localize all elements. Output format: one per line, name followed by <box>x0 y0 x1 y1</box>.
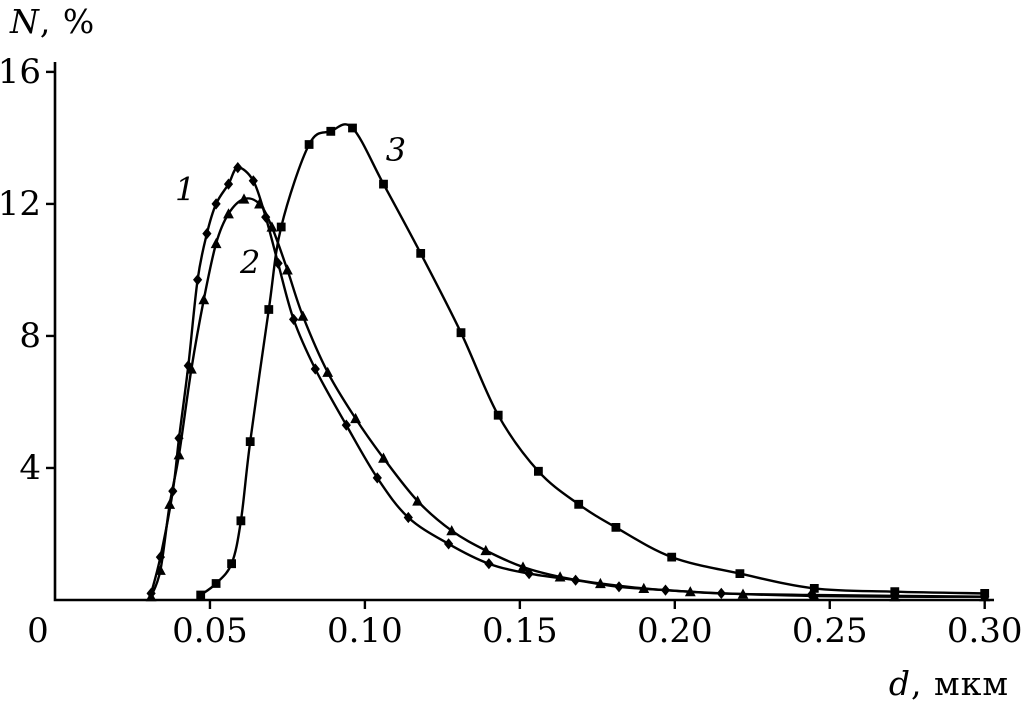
x-tick-label: 0.30 <box>947 611 1023 651</box>
y-tick-label: 4 <box>19 448 41 488</box>
x-tick-label: 0 <box>27 611 49 651</box>
series-2-line <box>149 197 985 598</box>
series-label-2: 2 <box>239 243 260 281</box>
x-tick-label: 0.20 <box>637 611 713 651</box>
series-3: 3 <box>196 123 990 600</box>
x-tick-label: 0.15 <box>482 611 558 651</box>
y-axis-title-unit: , % <box>39 2 96 41</box>
x-axis-title-unit: , мкм <box>911 664 1009 703</box>
x-axis-title: d, мкм <box>889 664 1009 703</box>
x-axis-title-symbol: d <box>888 664 912 703</box>
series-3-line <box>199 123 985 596</box>
series-1-line <box>149 166 985 598</box>
x-tick-label: 0.05 <box>172 611 248 651</box>
x-axis: 0 0.05 0.10 0.15 0.20 0.25 0.30 <box>27 600 1023 651</box>
series-label-1: 1 <box>175 171 195 209</box>
y-tick-label: 8 <box>19 316 41 356</box>
y-tick-label: 16 <box>0 52 41 92</box>
series-label-3: 3 <box>386 131 406 169</box>
y-axis: 4 8 12 16 <box>0 52 55 488</box>
y-axis-title-symbol: N <box>10 2 40 41</box>
series-2: 2 <box>145 193 991 602</box>
x-tick-label: 0.10 <box>327 611 403 651</box>
series-3-markers-square <box>196 123 990 600</box>
y-axis-title: N, % <box>10 2 95 41</box>
y-tick-label: 12 <box>0 184 41 224</box>
axes <box>53 62 994 602</box>
series-2-markers-triangle <box>145 193 991 602</box>
x-tick-label: 0.25 <box>792 611 868 651</box>
